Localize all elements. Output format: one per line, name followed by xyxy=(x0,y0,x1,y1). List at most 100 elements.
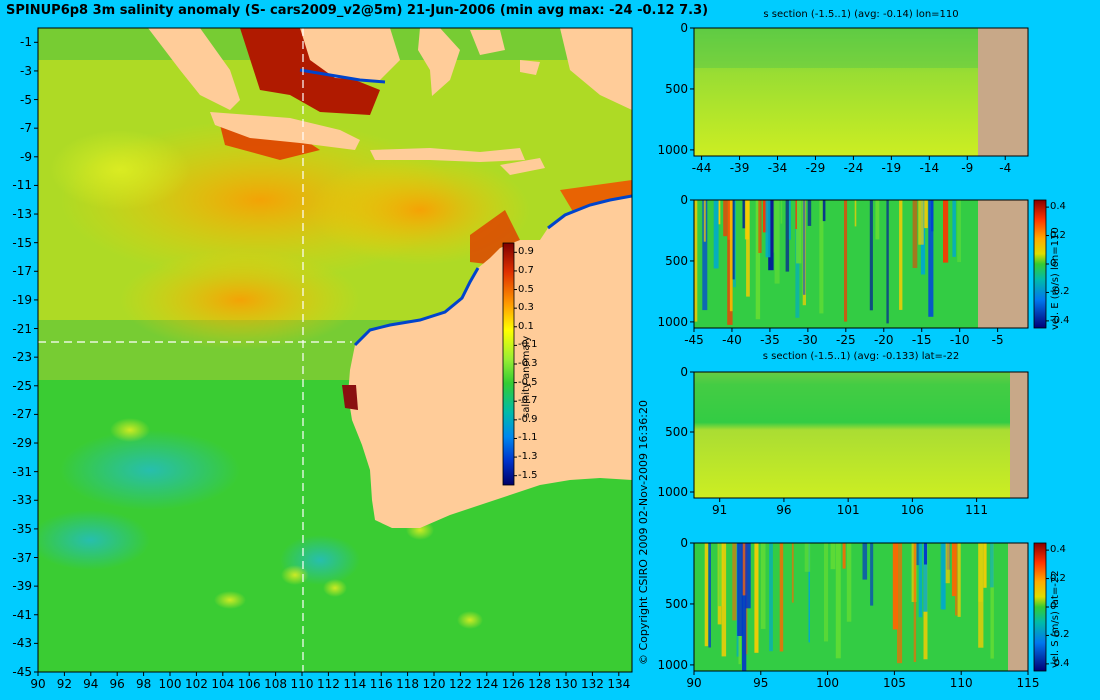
map-y-tick: -11 xyxy=(12,178,32,193)
section1-x-tick: -29 xyxy=(805,161,826,175)
section4-x-tick: 115 xyxy=(1016,676,1040,690)
velocity-stripe xyxy=(913,543,917,662)
map-x-tick: 134 xyxy=(607,677,631,691)
map-x-tick: 114 xyxy=(343,677,367,691)
map-x-tick: 90 xyxy=(30,677,46,691)
velocity-stripe xyxy=(708,543,711,648)
map-coastal-fresh xyxy=(353,267,480,347)
map-y-tick: -45 xyxy=(12,665,32,679)
map-y-tick: -21 xyxy=(12,321,32,336)
map-coastal-fresh xyxy=(299,68,386,84)
map-y-tick: -37 xyxy=(12,550,32,565)
map-colorbar-tick: -0.9 xyxy=(518,413,538,425)
map-yellow-eddy xyxy=(281,565,309,585)
map-land-borneo xyxy=(300,28,400,80)
velocity-stripe xyxy=(875,200,880,240)
section1-frame xyxy=(693,27,1029,157)
section4-frame xyxy=(693,542,1029,672)
velocity-stripe xyxy=(723,200,728,237)
velocity-stripe xyxy=(918,200,924,245)
map-x-tick: 122 xyxy=(448,677,472,691)
velocity-stripe xyxy=(746,200,750,297)
map-x-tick: 118 xyxy=(396,677,420,691)
map-x-tick: 126 xyxy=(501,677,525,691)
map-x-tick: 104 xyxy=(211,677,235,691)
section1-land xyxy=(978,28,1028,156)
section4-colorbar-tick: 0.2 xyxy=(1050,572,1066,584)
map-x-tick: 120 xyxy=(422,677,446,691)
map-y-tick: -23 xyxy=(12,350,32,365)
section4-x-tick: 105 xyxy=(882,676,906,690)
section4-colorbar-label: vel. S (m/s) lat=-22 xyxy=(1050,570,1061,668)
velocity-stripe xyxy=(732,543,737,621)
velocity-stripe xyxy=(703,200,706,242)
velocity-stripe xyxy=(869,200,873,311)
section1-y-tick: 1000 xyxy=(657,142,688,157)
section2-plot xyxy=(693,199,1029,329)
section1-x-tick: -24 xyxy=(843,161,864,175)
map-yellow-eddy xyxy=(110,418,150,442)
velocity-stripe xyxy=(870,543,874,606)
section1-title: s section (-1.5..1) (avg: -0.14) lon=110 xyxy=(763,9,959,20)
section2-colorbar-tick: 0 xyxy=(1050,258,1057,269)
map-colorbar-label: salinity anomaly xyxy=(521,335,532,418)
velocity-stripe xyxy=(892,543,898,630)
section1-x-tick: -14 xyxy=(919,161,940,175)
velocity-stripe xyxy=(780,200,783,224)
section2-x-tick: -5 xyxy=(991,333,1004,347)
map-y-tick: -25 xyxy=(12,378,32,393)
map-warm-patch xyxy=(50,130,190,210)
velocity-stripe xyxy=(762,200,768,233)
velocity-stripe xyxy=(854,200,857,227)
map-y-tick: -7 xyxy=(20,121,32,136)
map-x-tick: 102 xyxy=(184,677,208,691)
section4-x-tick: 90 xyxy=(686,676,702,690)
velocity-stripe xyxy=(916,543,920,566)
section2-colorbar-label: vel. E (m/s) lon=110 xyxy=(1050,227,1061,330)
map-y-tick: -35 xyxy=(12,521,32,536)
section1-plot xyxy=(693,27,1029,157)
section3-land xyxy=(1010,372,1028,498)
velocity-stripe xyxy=(957,200,961,263)
velocity-stripe xyxy=(924,200,928,229)
map-y-tick: -9 xyxy=(20,149,32,164)
section4-y-tick: 0 xyxy=(680,536,688,550)
section1-x-tick: -9 xyxy=(961,161,974,175)
velocity-stripe xyxy=(923,543,928,612)
velocity-stripe xyxy=(830,543,836,570)
velocity-stripe xyxy=(897,543,903,664)
section4-y-tick: 1000 xyxy=(657,657,688,672)
velocity-stripe xyxy=(755,200,761,320)
section1-x-tick: -39 xyxy=(729,161,750,175)
map-colorbar-tick: -1.5 xyxy=(518,469,538,481)
section1-top-layer xyxy=(694,28,978,68)
map-land-sulawesi xyxy=(418,28,460,96)
velocity-stripe xyxy=(732,200,735,280)
velocity-stripe xyxy=(768,200,774,271)
velocity-stripe xyxy=(742,200,746,229)
velocity-stripe xyxy=(807,200,812,226)
map-x-tick: 100 xyxy=(158,677,182,691)
section2-land xyxy=(978,200,1028,328)
section3-x-tick: 111 xyxy=(965,503,989,517)
velocity-stripe xyxy=(718,200,721,225)
map-x-tick: 130 xyxy=(554,677,578,691)
section1-x-tick: -4 xyxy=(999,161,1012,175)
map-land-australia xyxy=(348,196,632,528)
map-cool-patch xyxy=(60,430,240,510)
map-yellow-eddy xyxy=(457,611,483,629)
velocity-stripe xyxy=(846,543,852,622)
section3-field xyxy=(694,372,1010,498)
velocity-stripe xyxy=(765,200,771,258)
map-colorbar xyxy=(502,242,515,486)
map-y-tick: -15 xyxy=(12,235,32,250)
map-x-tick: 92 xyxy=(56,677,73,691)
map-orange-shelf xyxy=(560,180,632,215)
section1-y-tick: 0 xyxy=(680,21,688,35)
map-cool-patch xyxy=(38,510,150,570)
page-title: SPINUP6p8 3m salinity anomaly (S- cars20… xyxy=(6,3,709,18)
map-colorbar-tick: 0.1 xyxy=(518,320,534,332)
section2-x-tick: -25 xyxy=(836,333,856,347)
section4-x-tick: 100 xyxy=(816,676,840,690)
section4-plot xyxy=(693,542,1029,672)
